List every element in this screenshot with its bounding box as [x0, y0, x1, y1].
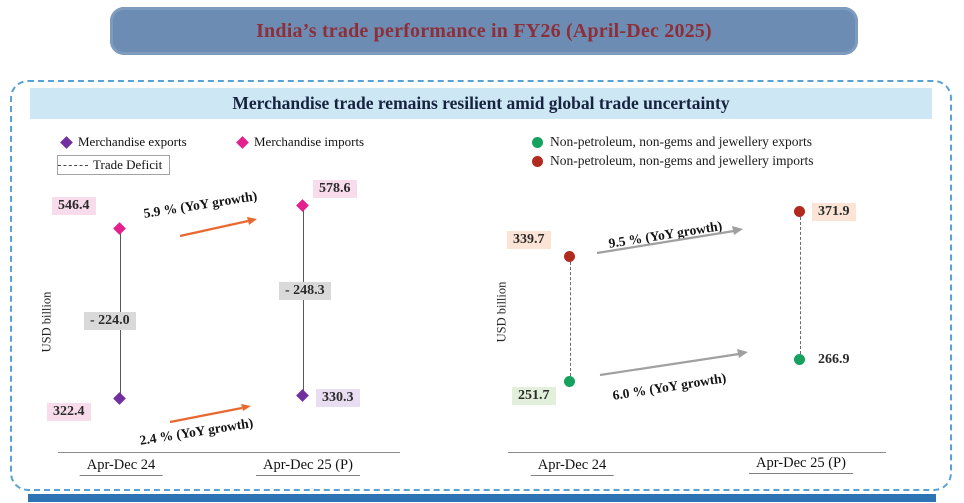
imports-value: 371.9 — [812, 203, 856, 221]
growth-arrow-icon — [169, 404, 251, 424]
exports-value: 330.3 — [316, 389, 360, 407]
y-axis-label: USD billion — [494, 281, 509, 343]
imports-diamond-icon — [236, 135, 249, 149]
legend-item-npng-exports: Non-petroleum, non-gems and jewellery ex… — [532, 134, 812, 150]
imports-value: 546.4 — [52, 197, 96, 215]
exports-dot-icon — [532, 136, 543, 148]
dumbbell-line — [570, 262, 571, 376]
legend-item-trade-deficit: Trade Deficit — [57, 155, 171, 175]
y-axis-label: USD billion — [39, 291, 54, 353]
imports-marker-icon — [564, 251, 575, 262]
trade-deficit-value: - 248.3 — [279, 282, 331, 300]
imports-value: 339.7 — [507, 231, 551, 249]
exports-value: 266.9 — [818, 352, 850, 367]
exports-diamond-icon — [60, 135, 73, 149]
dumbbell-line — [800, 217, 801, 354]
main-panel — [10, 80, 952, 491]
chart-subtitle: Merchandise trade remains resilient amid… — [232, 93, 730, 113]
exports-value: 322.4 — [47, 403, 91, 421]
legend-label: Non-petroleum, non-gems and jewellery ex… — [550, 134, 813, 149]
x-axis-line — [58, 452, 400, 453]
page-title: India’s trade performance in FY26 (April… — [256, 19, 712, 42]
legend-item-npng-imports: Non-petroleum, non-gems and jewellery im… — [532, 153, 814, 169]
title-banner: India’s trade performance in FY26 (April… — [110, 7, 858, 55]
legend-label: Merchandise imports — [254, 134, 365, 149]
legend-item-merchandise-imports: Merchandise imports — [236, 134, 365, 150]
x-axis-label: Apr-Dec 24 — [530, 457, 614, 476]
x-axis-label: Apr-Dec 25 (P) — [256, 457, 360, 476]
subtitle-band: Merchandise trade remains resilient amid… — [30, 88, 932, 119]
exports-marker-icon — [794, 354, 805, 365]
imports-dot-icon — [532, 155, 543, 167]
dashed-line-icon — [58, 164, 88, 166]
legend-label: Trade Deficit — [93, 157, 163, 172]
growth-arrow-icon — [179, 217, 257, 238]
growth-arrow-icon — [596, 226, 743, 255]
dumbbell-line — [303, 210, 304, 392]
legend-label: Merchandise exports — [78, 134, 187, 149]
x-axis-label: Apr-Dec 24 — [79, 457, 163, 476]
exports-value: 251.7 — [512, 387, 556, 405]
exports-marker-icon — [564, 376, 575, 387]
growth-arrow-icon — [599, 349, 748, 377]
x-axis-line — [508, 452, 886, 453]
footer-bar — [28, 494, 936, 502]
imports-value: 578.6 — [313, 180, 357, 198]
trade-deficit-value: - 224.0 — [84, 312, 136, 330]
legend-item-merchandise-exports: Merchandise exports — [60, 134, 187, 150]
x-axis-label: Apr-Dec 25 (P) — [749, 455, 853, 474]
imports-marker-icon — [794, 206, 805, 217]
legend-label: Non-petroleum, non-gems and jewellery im… — [550, 153, 814, 168]
